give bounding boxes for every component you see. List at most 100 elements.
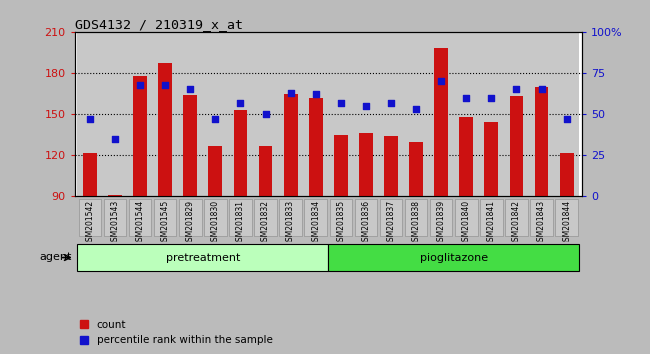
Text: GSM201829: GSM201829 xyxy=(186,200,195,246)
Text: GSM201543: GSM201543 xyxy=(111,200,120,246)
Bar xyxy=(259,146,272,196)
Bar xyxy=(430,199,452,236)
Point xyxy=(562,116,572,122)
Bar xyxy=(454,32,479,196)
Point xyxy=(311,92,321,97)
Text: GSM201837: GSM201837 xyxy=(387,200,395,246)
Bar xyxy=(102,32,127,196)
Point xyxy=(361,103,371,109)
Bar xyxy=(328,32,354,196)
Bar xyxy=(177,32,203,196)
Text: GSM201833: GSM201833 xyxy=(286,200,295,246)
Point xyxy=(135,82,145,87)
Bar xyxy=(254,199,277,236)
Text: pioglitazone: pioglitazone xyxy=(420,252,488,263)
Text: GSM201544: GSM201544 xyxy=(135,200,144,246)
Bar xyxy=(283,93,298,196)
Point xyxy=(411,107,421,112)
Bar xyxy=(384,136,398,196)
Bar xyxy=(83,153,97,196)
Point xyxy=(335,100,346,105)
Point xyxy=(436,79,447,84)
Bar xyxy=(334,135,348,196)
Point xyxy=(185,87,196,92)
Point xyxy=(260,111,270,117)
Bar xyxy=(103,199,126,236)
Bar xyxy=(153,32,177,196)
Bar xyxy=(278,32,303,196)
Bar xyxy=(428,32,454,196)
Text: GSM201839: GSM201839 xyxy=(437,200,446,246)
Text: GSM201842: GSM201842 xyxy=(512,200,521,246)
Text: GSM201835: GSM201835 xyxy=(336,200,345,246)
Bar xyxy=(554,32,579,196)
Bar xyxy=(309,98,322,196)
Bar xyxy=(158,63,172,196)
Point xyxy=(235,100,246,105)
Text: GSM201831: GSM201831 xyxy=(236,200,245,246)
Text: agent: agent xyxy=(39,252,72,262)
Bar xyxy=(380,199,402,236)
Text: GSM201844: GSM201844 xyxy=(562,200,571,246)
Point xyxy=(285,90,296,96)
Point xyxy=(461,95,471,101)
Bar xyxy=(405,199,428,236)
Bar xyxy=(108,195,122,196)
Text: GSM201840: GSM201840 xyxy=(462,200,471,246)
Bar xyxy=(304,199,327,236)
Bar xyxy=(484,122,499,196)
Text: GSM201834: GSM201834 xyxy=(311,200,320,246)
Bar xyxy=(505,199,528,236)
Bar xyxy=(460,117,473,196)
Point xyxy=(386,100,396,105)
Bar xyxy=(479,32,504,196)
Point xyxy=(486,95,497,101)
Point xyxy=(160,82,170,87)
Text: GSM201838: GSM201838 xyxy=(411,200,421,246)
Bar xyxy=(280,199,302,236)
Point xyxy=(536,87,547,92)
Bar xyxy=(404,32,428,196)
Bar xyxy=(359,133,373,196)
Text: GSM201830: GSM201830 xyxy=(211,200,220,246)
Bar xyxy=(535,87,549,196)
Bar xyxy=(378,32,404,196)
Bar xyxy=(77,32,102,196)
Bar xyxy=(480,199,502,236)
Bar xyxy=(79,199,101,236)
Point xyxy=(210,116,220,122)
Text: GSM201832: GSM201832 xyxy=(261,200,270,246)
Text: GSM201836: GSM201836 xyxy=(361,200,370,246)
Bar xyxy=(129,199,151,236)
Bar xyxy=(229,199,252,236)
Bar xyxy=(504,32,529,196)
Point xyxy=(110,136,120,142)
Bar xyxy=(434,48,448,196)
Point xyxy=(512,87,522,92)
Bar xyxy=(228,32,253,196)
Text: GSM201545: GSM201545 xyxy=(161,200,170,246)
Bar xyxy=(530,199,553,236)
Text: GSM201841: GSM201841 xyxy=(487,200,496,246)
Bar xyxy=(560,153,573,196)
Bar xyxy=(204,199,227,236)
Bar xyxy=(127,32,153,196)
Bar xyxy=(330,199,352,236)
Bar xyxy=(410,142,423,196)
Bar xyxy=(233,110,247,196)
Text: pretreatment: pretreatment xyxy=(166,252,240,263)
Bar xyxy=(154,199,176,236)
Bar xyxy=(555,199,578,236)
Bar xyxy=(183,95,197,196)
Bar xyxy=(133,76,147,196)
Text: GSM201542: GSM201542 xyxy=(85,200,94,246)
Bar xyxy=(355,199,377,236)
Bar xyxy=(455,199,478,236)
Bar xyxy=(510,96,523,196)
Bar xyxy=(179,199,202,236)
Bar xyxy=(203,32,228,196)
Bar xyxy=(209,146,222,196)
Bar xyxy=(529,32,554,196)
Bar xyxy=(328,244,579,271)
Bar xyxy=(77,244,328,271)
